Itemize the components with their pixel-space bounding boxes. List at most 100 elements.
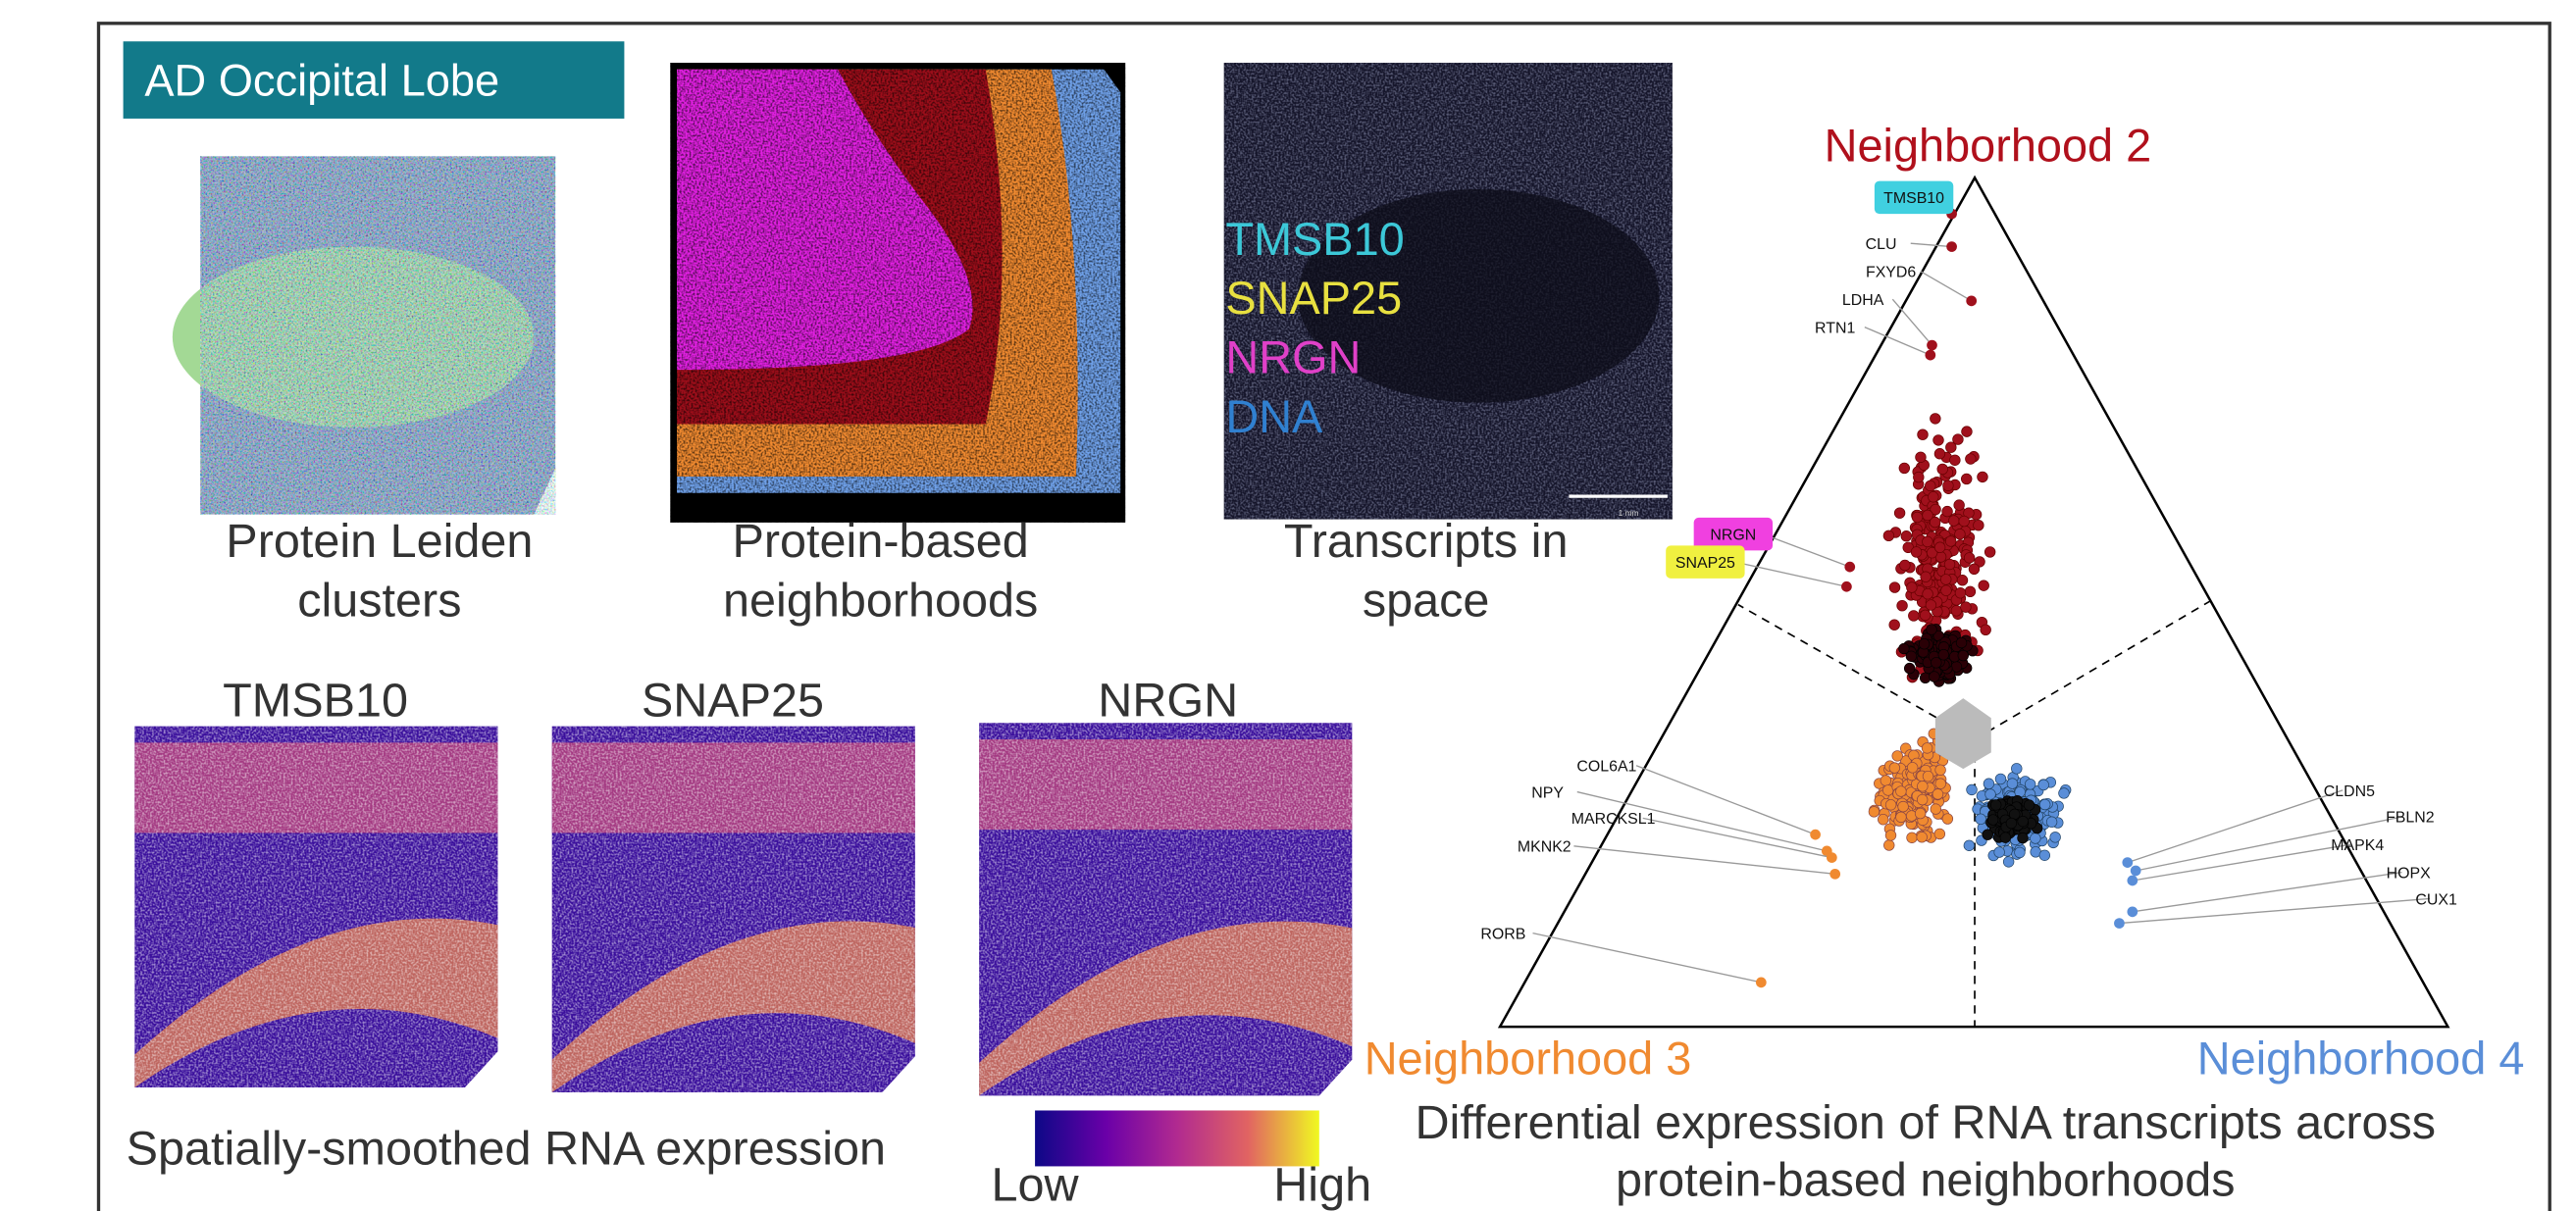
scatter-dot	[1896, 812, 1907, 823]
panel-title: AD Occipital Lobe	[144, 55, 499, 105]
scatter-dot	[1919, 638, 1930, 649]
figure: AD Occipital Lobe 1 mm TMSB10 SNAP25 NRG…	[0, 0, 2576, 1211]
scatter-dot	[1917, 832, 1928, 842]
caption: neighborhoods	[723, 574, 1038, 627]
scatter-dot	[1883, 530, 1894, 541]
gene-point	[1844, 562, 1855, 573]
scatter-dot	[1885, 831, 1896, 841]
speckle	[134, 727, 497, 1087]
scatter-dot	[1944, 559, 1955, 570]
scatter-dot	[1878, 814, 1888, 825]
scatter-dot	[1945, 536, 1956, 547]
legend-label: DNA	[1225, 391, 1323, 442]
scatter-dot	[1954, 500, 1965, 511]
scatter-dot	[1994, 847, 2005, 858]
colorbar-label: Low	[992, 1159, 1080, 1211]
scatter-dot	[1907, 762, 1918, 773]
scatter-dot	[1901, 530, 1912, 541]
scatter-dot	[2025, 779, 2035, 789]
gene-label: RTN1	[1815, 320, 1855, 336]
gene-point	[2127, 906, 2138, 917]
scatter-dot	[1926, 600, 1936, 611]
scatter-dot	[1940, 575, 1951, 585]
scatter-dot	[1962, 427, 1973, 437]
scatter-dot	[1979, 580, 1989, 591]
scatter-dot	[1965, 586, 1976, 597]
scatter-dot	[1907, 582, 1918, 593]
scatter-dot	[1915, 808, 1926, 819]
leader-line	[1533, 933, 1762, 983]
scatter-dot	[1927, 625, 1937, 635]
scatter-dot	[1869, 806, 1880, 817]
scatter-dot	[1966, 454, 1977, 465]
scatter-dot	[1990, 800, 2001, 811]
gene-label: FXYD6	[1866, 265, 1916, 281]
scale-bar-label: 1 mm	[1619, 508, 1639, 518]
scatter-dot	[1995, 774, 2006, 784]
scatter-dot	[1896, 786, 1907, 797]
scatter-dot	[1923, 771, 1933, 782]
scatter-dot	[2015, 847, 2026, 858]
scatter-dot	[2011, 763, 2022, 774]
scatter-dot	[1974, 520, 1984, 530]
scatter-dot	[1885, 799, 1896, 810]
scatter-dot	[2050, 832, 2061, 842]
scatter-dot	[1925, 480, 1935, 491]
expression-image	[979, 723, 1352, 1095]
scatter-dot	[1984, 547, 1995, 558]
gene-label: MKNK2	[1518, 839, 1571, 856]
legend-label: TMSB10	[1225, 214, 1404, 265]
gene-label: MARCKSL1	[1571, 811, 1656, 828]
panel-label: TMSB10	[223, 675, 408, 728]
leader-line	[2133, 873, 2402, 912]
scatter-dot	[1955, 587, 1966, 598]
caption: space	[1363, 574, 1490, 627]
scatter-dot	[1907, 833, 1918, 843]
scatter-dot	[1934, 448, 1945, 459]
scatter-dot	[1883, 840, 1894, 851]
gene-point	[1756, 977, 1767, 987]
gene-label: SNAP25	[1675, 555, 1735, 572]
scatter-dot	[1935, 779, 1946, 789]
scatter-dot	[2003, 857, 2014, 868]
scatter-dot	[1983, 830, 1993, 840]
scatter-dot	[2038, 780, 2049, 790]
scatter-dot	[1922, 743, 1932, 754]
scatter-dot	[1976, 814, 1986, 825]
gene-label: TMSB10	[1883, 190, 1944, 207]
scatter-dot	[1923, 510, 1933, 521]
expression-images	[134, 723, 1352, 1095]
scatter-dot	[1953, 434, 1964, 445]
scatter-dot	[1923, 536, 1933, 547]
gene-label: CUX1	[2415, 891, 2457, 908]
scatter-dot	[1889, 763, 1900, 774]
gene-label: RORB	[1480, 926, 1525, 942]
neighborhood-image	[670, 63, 1125, 523]
gene-label: CLU	[1866, 236, 1897, 253]
scatter-dot	[1918, 429, 1929, 440]
scatter-dot	[1931, 657, 1941, 668]
scatter-dot	[1913, 472, 1924, 482]
scatter-dot	[2039, 850, 2050, 861]
scatter-dot	[1935, 765, 1946, 776]
legend-label: NRGN	[1225, 332, 1361, 383]
scatter-dot	[1950, 455, 1961, 466]
caption: Differential expression of RNA transcrip…	[1416, 1096, 2437, 1149]
scatter-dot	[1921, 572, 1932, 582]
scatter-dot	[1984, 779, 1994, 789]
vertex-label: Neighborhood 2	[1825, 120, 2152, 171]
caption: clusters	[297, 574, 461, 627]
gene-point	[2127, 876, 2138, 886]
scatter-dot	[2006, 818, 2017, 829]
leader-line	[1921, 272, 1972, 301]
gene-label: COL6A1	[1576, 759, 1636, 776]
colorbar-label: High	[1273, 1159, 1371, 1211]
scatter-dot	[1899, 643, 1910, 654]
scatter-dot	[1889, 582, 1900, 593]
leader-line	[1643, 818, 1832, 857]
gene-point	[1841, 581, 1852, 592]
scatter-dot	[1934, 542, 1945, 553]
gene-point	[1827, 852, 1837, 863]
scatter-dot	[2039, 799, 2050, 810]
speckle	[979, 723, 1352, 1095]
